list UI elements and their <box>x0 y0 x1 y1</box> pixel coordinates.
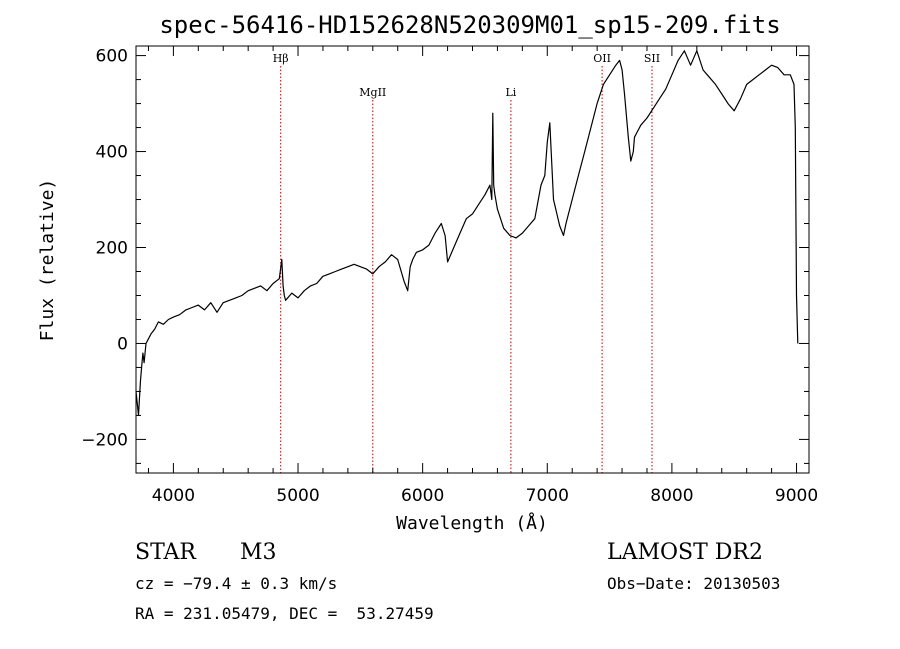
y-axis-label: Flux (relative) <box>37 179 58 342</box>
coordinates: RA = 231.05479, DEC = 53.27459 <box>135 604 434 623</box>
y-axis: −200 0 200 400 600 <box>81 47 809 464</box>
object-type: STAR <box>135 540 196 565</box>
x-tick-label: 7000 <box>526 486 569 506</box>
x-tick-label: 6000 <box>401 486 444 506</box>
spectral-line-label: OII <box>593 52 611 65</box>
plot-frame <box>135 45 810 474</box>
chart-title: spec-56416-HD152628N520309M01_sp15-209.f… <box>159 11 780 39</box>
spectral-line-label: Li <box>505 86 516 99</box>
spectral-line-label: MgII <box>359 86 386 99</box>
x-tick-label: 5000 <box>276 486 319 506</box>
spectral-subclass: M3 <box>240 540 277 565</box>
spectral-line-markers: Hβ MgII Li OII SII <box>273 52 660 473</box>
x-axis: 4000 5000 6000 7000 8000 9000 <box>147 46 818 506</box>
x-axis-label: Wavelength (Å) <box>396 512 548 534</box>
x-tick-label: 9000 <box>775 486 818 506</box>
y-tick-label: 600 <box>96 47 128 67</box>
radial-velocity: cz = −79.4 ± 0.3 km/s <box>135 574 338 593</box>
spectrum-series-line <box>135 50 799 416</box>
y-tick-label: 400 <box>96 143 128 163</box>
y-tick-label: 0 <box>117 334 128 354</box>
observation-date: Obs−Date: 20130503 <box>607 574 781 593</box>
x-tick-label: 4000 <box>152 486 195 506</box>
spectral-line-label: SII <box>644 52 660 65</box>
y-tick-label: −200 <box>81 430 128 450</box>
y-tick-label: 200 <box>96 239 128 259</box>
x-tick-label: 8000 <box>650 486 693 506</box>
spectral-line-label: Hβ <box>273 52 289 65</box>
survey-name: LAMOST DR2 <box>607 540 763 565</box>
